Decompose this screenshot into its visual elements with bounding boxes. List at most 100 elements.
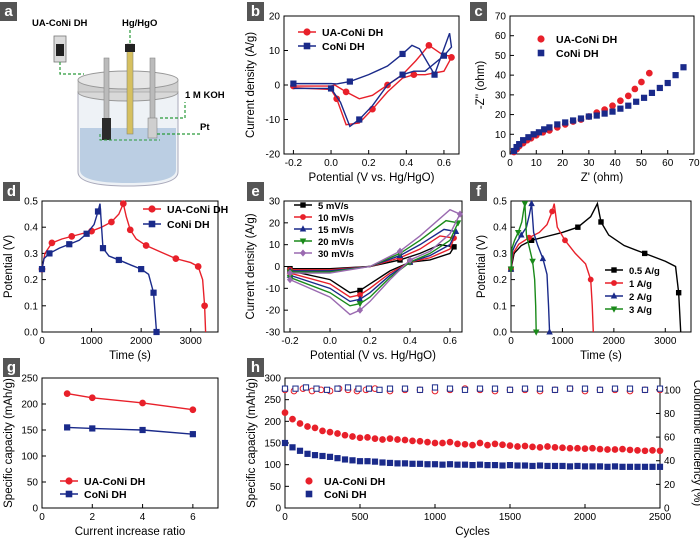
data-point bbox=[611, 446, 619, 453]
data-point bbox=[587, 276, 594, 283]
y-tick-label: -20 bbox=[266, 306, 281, 317]
panel-a: a UA-CoNi DH Hg/HgO 1 M KOH Pt bbox=[0, 2, 225, 187]
legend-marker bbox=[537, 35, 545, 43]
data-point bbox=[431, 384, 439, 391]
data-point bbox=[355, 385, 362, 392]
y-tick-label: 50 bbox=[270, 482, 282, 493]
y-tick-label: 0.4 bbox=[493, 223, 507, 234]
x-tick-label: 0.6 bbox=[443, 336, 457, 347]
data-point bbox=[440, 52, 448, 59]
legend-label: 10 mV/s bbox=[318, 213, 354, 224]
data-point bbox=[399, 71, 406, 78]
data-point bbox=[292, 385, 299, 392]
y-tick-label: 100 bbox=[264, 460, 281, 471]
data-point bbox=[626, 463, 634, 470]
series-line bbox=[289, 228, 458, 303]
data-point bbox=[189, 406, 197, 414]
x-tick-label: 50 bbox=[636, 158, 648, 169]
legend: UA-CoNi DH CoNi DH bbox=[537, 34, 617, 60]
counter-label: Pt bbox=[200, 122, 210, 133]
data-point bbox=[664, 79, 671, 87]
data-point bbox=[394, 460, 401, 467]
data-point bbox=[89, 425, 96, 432]
panel-f: f 0 1000 2000 3000 0.0 0.1 0.2 0.3 0.4 0.5 Time (s)… bbox=[470, 182, 692, 362]
legend-label: UA-CoNi DH bbox=[167, 204, 228, 216]
data-point bbox=[394, 436, 401, 443]
data-point bbox=[514, 443, 521, 450]
data-point bbox=[356, 295, 364, 302]
panel-c-letter: c bbox=[474, 3, 482, 20]
data-point bbox=[507, 266, 515, 273]
data-point bbox=[410, 71, 418, 79]
data-point bbox=[562, 119, 569, 126]
data-point bbox=[574, 444, 581, 452]
x-axis-label: Cycles bbox=[455, 526, 490, 538]
legend-label: 1 A/g bbox=[629, 279, 652, 290]
data-point bbox=[446, 385, 454, 392]
legend-marker bbox=[610, 292, 618, 299]
panel-h-letter: h bbox=[251, 359, 260, 376]
y-tick-label: 30 bbox=[269, 197, 281, 208]
data-point bbox=[425, 41, 433, 49]
legend-label: UA-CoNi DH bbox=[556, 34, 617, 46]
data-point bbox=[99, 245, 107, 252]
data-point bbox=[409, 437, 416, 445]
data-point bbox=[461, 461, 469, 468]
legend-marker bbox=[611, 267, 617, 273]
data-point bbox=[641, 447, 649, 455]
panel-g-letter-bg bbox=[3, 358, 20, 377]
data-point bbox=[604, 446, 611, 453]
data-point bbox=[476, 385, 484, 392]
x-tick-label: 2000 bbox=[130, 336, 153, 347]
data-point bbox=[625, 102, 632, 109]
legend-marker bbox=[65, 490, 73, 498]
working-electrode-tip-icon bbox=[102, 118, 111, 140]
panel-e-letter-bg bbox=[247, 182, 264, 201]
y-tick-label: 250 bbox=[264, 395, 281, 406]
y-tick-label: 70 bbox=[495, 12, 507, 23]
x-tick-label: 1000 bbox=[80, 336, 103, 347]
panel-b-letter: b bbox=[251, 3, 260, 20]
panel-e: e -0.2 0.0 0.2 0.4 0.6 -30 -20 -10 0 10 20 30 Potenti… bbox=[245, 182, 464, 362]
data-point bbox=[539, 254, 547, 262]
data-point bbox=[66, 241, 73, 248]
data-point bbox=[541, 126, 548, 133]
legend: UA-CoNi DH CoNi DH bbox=[298, 27, 383, 53]
data-point bbox=[656, 463, 664, 470]
data-point bbox=[371, 458, 379, 465]
data-point bbox=[642, 250, 648, 257]
x-axis-label: Potential (V vs. Hg/HgO) bbox=[310, 350, 436, 362]
data-point bbox=[304, 450, 311, 457]
data-point bbox=[356, 116, 363, 123]
data-point bbox=[491, 440, 499, 448]
data-point bbox=[341, 431, 349, 439]
data-point bbox=[645, 69, 653, 77]
data-point bbox=[641, 386, 649, 393]
data-point bbox=[596, 445, 604, 453]
data-point bbox=[189, 431, 196, 438]
data-point bbox=[424, 438, 431, 446]
data-point bbox=[521, 201, 529, 208]
data-point bbox=[577, 115, 585, 122]
data-point bbox=[386, 435, 394, 443]
data-point bbox=[371, 435, 379, 443]
x-tick-label: -0.2 bbox=[281, 336, 299, 347]
series-line bbox=[510, 203, 551, 333]
series-2-a-g bbox=[507, 199, 553, 335]
panel-d: d 0 1000 2000 3000 0.0 0.1 0.2 0.3 0.4 0.5 Time (s)… bbox=[3, 182, 228, 362]
y-tick-label: 0 bbox=[275, 504, 281, 515]
legend-label: CoNi DH bbox=[167, 219, 210, 231]
legend-marker bbox=[299, 225, 307, 232]
data-point bbox=[581, 385, 589, 392]
data-point bbox=[323, 386, 331, 393]
y-tick-label: 0.2 bbox=[493, 275, 507, 286]
data-point bbox=[326, 453, 334, 460]
data-point bbox=[364, 434, 371, 441]
data-point bbox=[530, 131, 537, 138]
y-axis-label: Current density (A/g) bbox=[245, 213, 257, 319]
legend-label: UA-CoNi DH bbox=[84, 476, 145, 488]
data-point bbox=[139, 399, 146, 407]
data-point bbox=[311, 424, 319, 432]
series-20-mv-s bbox=[286, 219, 462, 308]
